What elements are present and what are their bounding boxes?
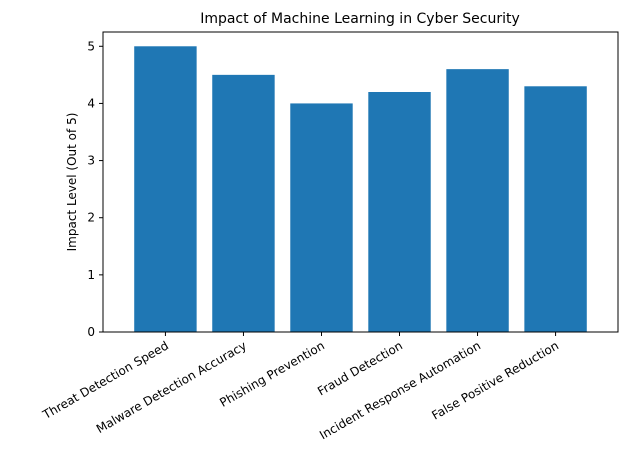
axes-frame — [102, 31, 619, 333]
y-tick-label: 5 — [87, 39, 95, 53]
bar — [368, 92, 431, 332]
bars-group — [134, 46, 587, 333]
y-axis-label: Impact Level (Out of 5) — [65, 113, 79, 252]
bar — [134, 46, 197, 333]
x-tick-label: Malware Detection Accuracy — [94, 338, 249, 436]
bar — [524, 86, 587, 333]
x-tick-label: Threat Detection Speed — [40, 338, 171, 422]
bar — [290, 103, 353, 332]
y-tick-label: 4 — [87, 96, 95, 110]
chart-title: Impact of Machine Learning in Cyber Secu… — [200, 11, 520, 27]
bar — [212, 74, 275, 332]
y-tick-label: 1 — [87, 268, 95, 282]
y-axis-ticks: 0 1 2 3 4 5 — [87, 39, 103, 339]
y-tick-label: 3 — [87, 154, 95, 168]
x-tick-label: Incident Response Automation — [317, 338, 483, 442]
bar — [446, 69, 509, 333]
x-tick-label: False Positive Reduction — [429, 338, 561, 422]
y-tick-label: 0 — [87, 325, 95, 339]
y-tick-label: 2 — [87, 211, 95, 225]
